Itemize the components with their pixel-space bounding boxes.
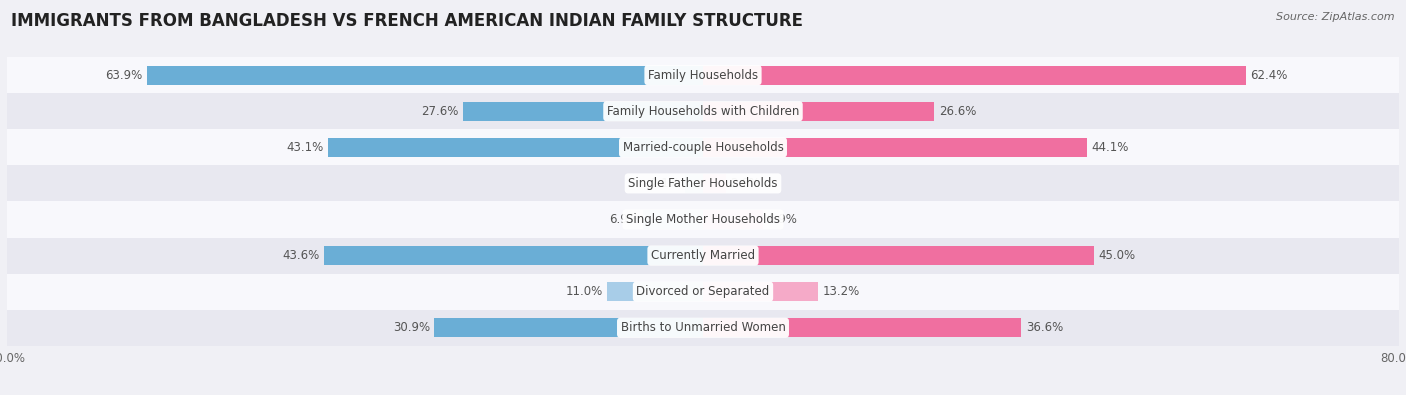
Bar	[7, 129, 1399, 166]
Bar	[7, 310, 1399, 346]
Bar	[685, 174, 703, 193]
Bar	[607, 282, 703, 301]
Bar	[434, 318, 703, 337]
Text: 26.6%: 26.6%	[939, 105, 976, 118]
Bar	[7, 57, 1399, 93]
Bar	[7, 166, 1399, 201]
Text: 43.1%: 43.1%	[287, 141, 323, 154]
Bar	[463, 102, 703, 120]
Text: 63.9%: 63.9%	[105, 69, 143, 82]
Text: 44.1%: 44.1%	[1091, 141, 1129, 154]
Bar	[703, 66, 1246, 85]
Text: 36.6%: 36.6%	[1026, 321, 1063, 334]
Text: Married-couple Households: Married-couple Households	[623, 141, 783, 154]
Text: 13.2%: 13.2%	[823, 285, 859, 298]
Text: 2.1%: 2.1%	[651, 177, 681, 190]
Text: Family Households with Children: Family Households with Children	[607, 105, 799, 118]
Text: 62.4%: 62.4%	[1250, 69, 1288, 82]
Bar	[7, 201, 1399, 237]
Bar	[703, 210, 763, 229]
Bar	[703, 102, 935, 120]
Text: 6.9%: 6.9%	[768, 213, 797, 226]
Text: 11.0%: 11.0%	[565, 285, 603, 298]
Text: Single Father Households: Single Father Households	[628, 177, 778, 190]
Bar	[328, 138, 703, 157]
Text: 30.9%: 30.9%	[392, 321, 430, 334]
Text: IMMIGRANTS FROM BANGLADESH VS FRENCH AMERICAN INDIAN FAMILY STRUCTURE: IMMIGRANTS FROM BANGLADESH VS FRENCH AME…	[11, 12, 803, 30]
Text: 27.6%: 27.6%	[422, 105, 458, 118]
Text: 45.0%: 45.0%	[1099, 249, 1136, 262]
Bar	[148, 66, 703, 85]
Text: Currently Married: Currently Married	[651, 249, 755, 262]
Text: Single Mother Households: Single Mother Households	[626, 213, 780, 226]
Text: 43.6%: 43.6%	[283, 249, 319, 262]
Bar	[7, 237, 1399, 274]
Bar	[703, 138, 1087, 157]
Bar	[7, 93, 1399, 129]
Bar	[643, 210, 703, 229]
Text: 6.9%: 6.9%	[609, 213, 638, 226]
Bar	[703, 282, 818, 301]
Bar	[703, 246, 1094, 265]
Bar	[7, 274, 1399, 310]
Text: 2.6%: 2.6%	[730, 177, 759, 190]
Bar	[703, 174, 725, 193]
Text: Divorced or Separated: Divorced or Separated	[637, 285, 769, 298]
Bar	[323, 246, 703, 265]
Bar	[703, 318, 1021, 337]
Text: Source: ZipAtlas.com: Source: ZipAtlas.com	[1277, 12, 1395, 22]
Text: Births to Unmarried Women: Births to Unmarried Women	[620, 321, 786, 334]
Text: Family Households: Family Households	[648, 69, 758, 82]
